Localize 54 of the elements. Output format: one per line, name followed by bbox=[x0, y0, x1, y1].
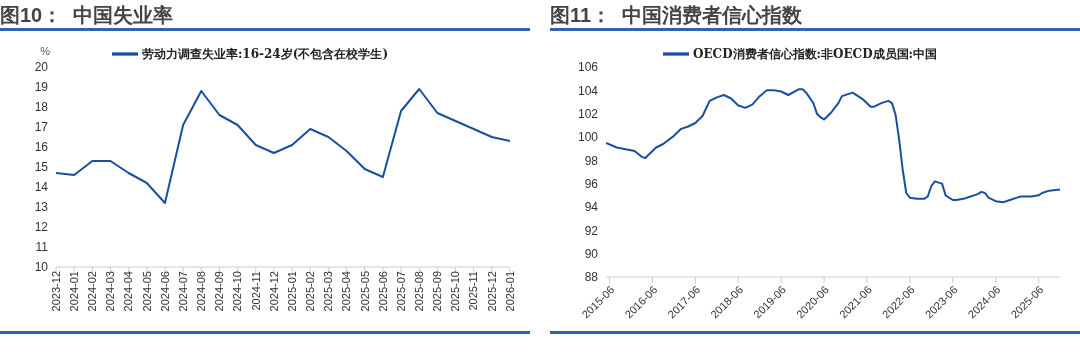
x-tick-label: 2024-01 bbox=[67, 271, 80, 312]
y-tick-label: 96 bbox=[584, 176, 599, 191]
x-tick-label: 2023-12 bbox=[49, 271, 62, 312]
x-tick-label: 2024-02 bbox=[86, 271, 99, 312]
x-tick-label: 2025-01 bbox=[285, 271, 298, 312]
y-tick-label: 14 bbox=[34, 180, 49, 195]
line-series bbox=[56, 88, 510, 204]
y-tick-label: 10 bbox=[34, 260, 49, 275]
y-tick-label: 100 bbox=[577, 130, 599, 145]
y-tick-label: 16 bbox=[34, 140, 49, 155]
x-tick-label: 2024-12 bbox=[267, 271, 280, 312]
x-tick-label: 2024-11 bbox=[249, 271, 262, 311]
x-tick-label: 2025-12 bbox=[485, 271, 498, 312]
x-tick-label: 2026-01 bbox=[503, 271, 516, 312]
y-tick-label: 98 bbox=[584, 153, 599, 168]
x-tick-label: 2024-05 bbox=[140, 271, 153, 312]
y-tick-label: 18 bbox=[34, 100, 49, 115]
x-tick-label: 2025-10 bbox=[449, 271, 462, 312]
x-tick-label: 2025-02 bbox=[304, 271, 317, 312]
y-tick-label: 20 bbox=[34, 60, 49, 75]
x-tick-label: 2024-09 bbox=[213, 271, 226, 312]
x-tick-label: 2025-05 bbox=[358, 271, 371, 312]
x-tick-label: 2025-03 bbox=[322, 271, 335, 312]
y-tick-label: 102 bbox=[577, 106, 599, 121]
x-tick-label: 2024-06 bbox=[158, 271, 171, 312]
x-tick-label: 2025-08 bbox=[413, 271, 426, 312]
y-tick-label: 11 bbox=[35, 240, 49, 255]
chart-title: 图11： 中国消费者信心指数 bbox=[550, 2, 1080, 31]
line-series bbox=[606, 88, 1060, 204]
legend-label: 劳动力调查失业率:16-24岁(不包含在校学生) bbox=[141, 46, 389, 61]
legend-label: OECD消费者信心指数:非OECD成员国:中国 bbox=[693, 46, 937, 61]
y-tick-label: 90 bbox=[584, 246, 599, 261]
x-tick-label: 2025-06 bbox=[376, 271, 389, 312]
y-axis-title: % bbox=[40, 44, 51, 57]
x-tick-label: 2024-07 bbox=[176, 271, 189, 312]
y-tick-label: 15 bbox=[34, 160, 49, 175]
y-tick-label: 19 bbox=[34, 80, 49, 95]
y-tick-label: 17 bbox=[34, 120, 49, 135]
y-tick-label: 94 bbox=[584, 200, 599, 215]
y-tick-label: 92 bbox=[584, 223, 599, 238]
x-tick-label: 2025-04 bbox=[340, 271, 353, 312]
x-tick-label: 2024-08 bbox=[195, 271, 208, 312]
y-tick-label: 106 bbox=[577, 60, 599, 75]
x-tick-label: 2025-11 bbox=[467, 271, 480, 311]
x-tick-label: 2025-09 bbox=[431, 271, 444, 312]
y-tick-label: 88 bbox=[584, 270, 599, 285]
x-tick-label: 2024-04 bbox=[122, 271, 135, 312]
x-tick-label: 2025-07 bbox=[394, 271, 407, 312]
x-tick-label: 2024-03 bbox=[104, 271, 117, 312]
chart-title: 图10： 中国失业率 bbox=[0, 2, 530, 31]
x-tick-label: 2024-10 bbox=[231, 271, 244, 312]
y-tick-label: 104 bbox=[577, 83, 599, 98]
y-tick-label: 12 bbox=[34, 220, 49, 235]
y-tick-label: 13 bbox=[34, 200, 49, 215]
